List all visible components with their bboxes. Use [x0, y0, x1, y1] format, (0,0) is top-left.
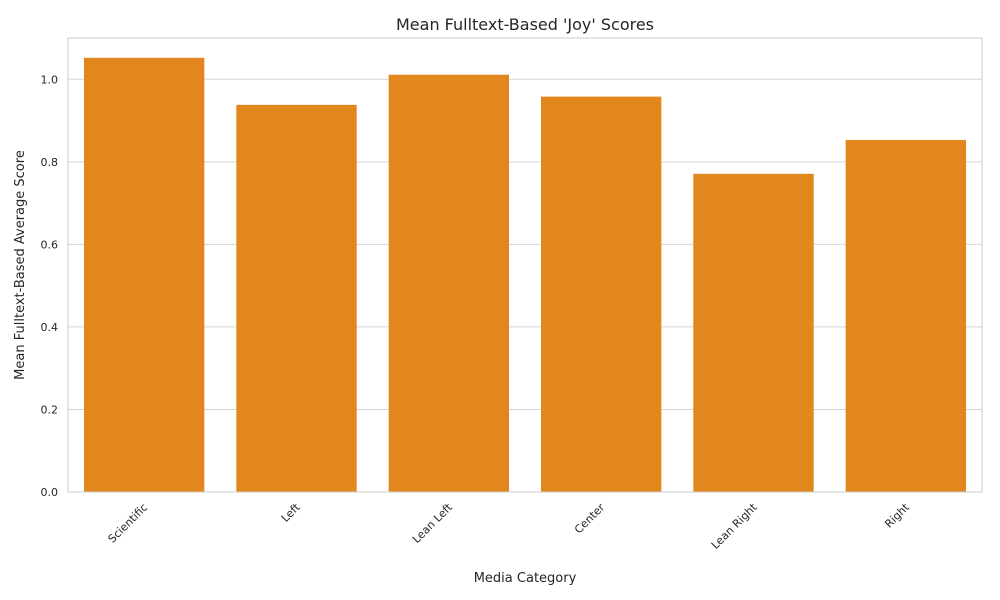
x-axis-title: Media Category	[474, 571, 577, 586]
bar-lean-right	[693, 173, 814, 492]
x-tick-label: Lean Right	[709, 500, 760, 551]
bar-left	[236, 104, 357, 492]
plot-frame	[67, 37, 983, 493]
bar-right	[845, 139, 967, 492]
y-tick-label: 1.0	[41, 73, 59, 86]
x-tick-label: Left	[279, 500, 303, 524]
x-tick-label: Scientific	[106, 501, 151, 546]
y-tick-label: 0.2	[41, 403, 59, 416]
chart-title: Mean Fulltext-Based 'Joy' Scores	[396, 15, 654, 34]
y-tick-labels: 0.0 0.2 0.4 0.6 0.8 1.0	[41, 73, 59, 499]
bar-center	[540, 96, 662, 492]
x-tick-label: Center	[572, 501, 608, 537]
x-tick-label: Right	[882, 500, 912, 530]
y-tick-label: 0.6	[41, 238, 59, 251]
y-tick-label: 0.4	[41, 321, 59, 334]
x-tick-label: Lean Left	[410, 500, 455, 545]
y-tick-label: 0.8	[41, 156, 59, 169]
x-tick-labels: Scientific Left Lean Left Center Lean Right R…	[106, 500, 913, 551]
bars	[83, 57, 967, 492]
y-tick-label: 0.0	[41, 486, 59, 499]
plot-area	[68, 38, 982, 492]
y-axis-title: Mean Fulltext-Based Average Score	[13, 150, 28, 380]
bar-scientific	[83, 57, 205, 492]
bar-lean-left	[388, 74, 510, 492]
